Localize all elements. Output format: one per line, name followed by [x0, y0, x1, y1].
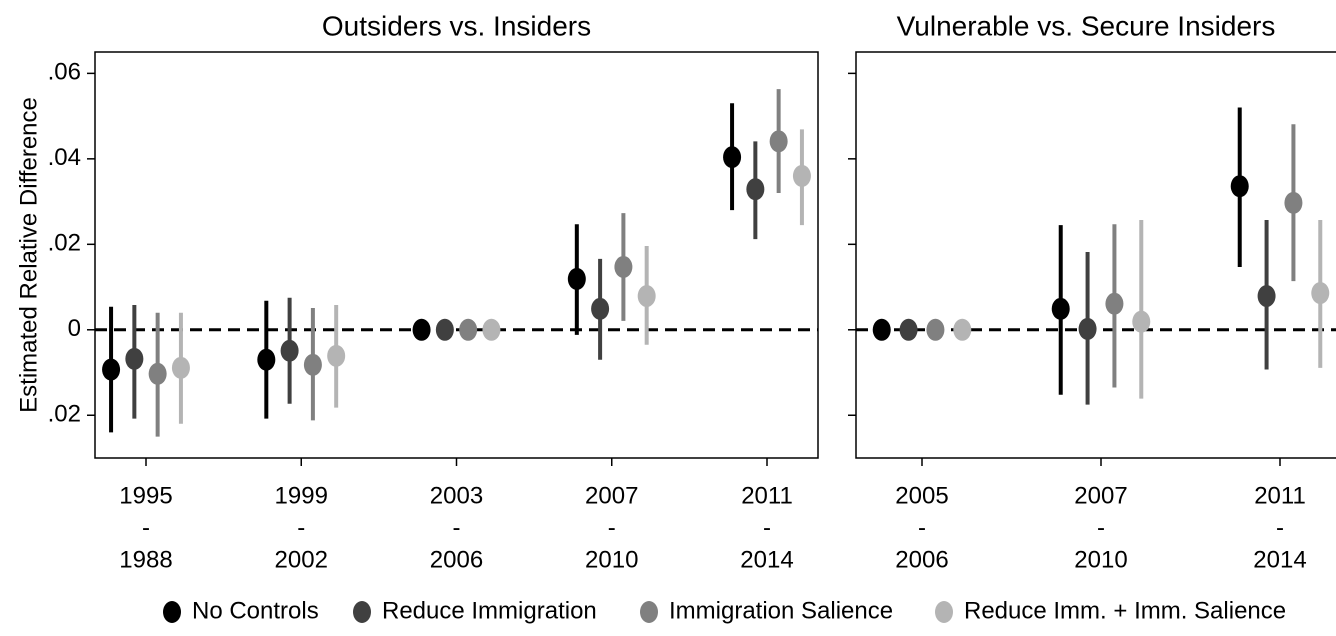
point — [637, 285, 656, 308]
x-tick-label: 2014 — [740, 546, 793, 573]
point — [171, 356, 190, 379]
point — [792, 164, 811, 187]
point — [102, 358, 121, 381]
point — [459, 318, 478, 341]
point — [125, 347, 144, 370]
plot-frame — [94, 51, 819, 459]
point — [327, 344, 346, 367]
point — [926, 318, 945, 341]
y-tick-label: .06 — [48, 59, 81, 86]
y-tick-label: .02 — [48, 401, 81, 428]
x-tick-label: - — [453, 514, 461, 541]
point — [769, 130, 788, 153]
point — [953, 318, 972, 341]
x-tick-label: 2006 — [895, 546, 948, 573]
point — [1051, 297, 1070, 320]
legend-marker — [353, 601, 371, 623]
panel-title: Outsiders vs. Insiders — [322, 10, 591, 41]
point — [746, 178, 765, 201]
x-tick-label: - — [1097, 514, 1105, 541]
y-tick-label: 0 — [68, 315, 81, 342]
x-tick-label: 2010 — [585, 546, 638, 573]
x-tick-label: 1995 — [119, 482, 172, 509]
point — [435, 318, 454, 341]
x-tick-label: 2007 — [1074, 482, 1127, 509]
point — [303, 353, 322, 376]
x-tick-label: 1988 — [119, 546, 172, 573]
point — [614, 255, 633, 278]
point — [899, 318, 918, 341]
point — [148, 362, 167, 385]
point — [412, 318, 431, 341]
y-tick-label: .04 — [48, 144, 81, 171]
x-tick-label: - — [297, 514, 305, 541]
plot-frame — [855, 51, 1336, 459]
x-tick-label: 2014 — [1253, 546, 1306, 573]
legend-label: Reduce Immigration — [382, 597, 597, 624]
x-tick-label: 1999 — [275, 482, 328, 509]
point — [1311, 282, 1330, 305]
point — [1078, 317, 1097, 340]
point — [591, 297, 610, 320]
point — [872, 318, 891, 341]
y-axis-label: Estimated Relative Difference — [15, 97, 42, 413]
panel-title: Vulnerable vs. Secure Insiders — [897, 10, 1276, 41]
legend-marker — [935, 601, 953, 623]
x-tick-label: 2005 — [895, 482, 948, 509]
x-tick-label: 2006 — [430, 546, 483, 573]
legend-label: Immigration Salience — [669, 597, 893, 624]
legend-label: Reduce Imm. + Imm. Salience — [964, 597, 1286, 624]
legend-marker — [640, 601, 658, 623]
point — [723, 146, 742, 169]
point — [280, 339, 299, 362]
point — [1257, 285, 1276, 308]
point — [257, 348, 276, 371]
point — [1230, 175, 1249, 198]
x-tick-label: - — [142, 514, 150, 541]
point — [1105, 292, 1124, 315]
x-tick-label: 2011 — [741, 482, 793, 509]
x-tick-label: - — [608, 514, 616, 541]
x-tick-label: - — [918, 514, 926, 541]
legend-marker — [163, 601, 181, 623]
x-tick-label: 2011 — [1254, 482, 1306, 509]
x-tick-label: - — [1276, 514, 1284, 541]
x-tick-label: 2002 — [275, 546, 328, 573]
x-tick-label: 2007 — [585, 482, 638, 509]
x-tick-label: 2003 — [430, 482, 483, 509]
point — [567, 267, 586, 290]
y-tick-label: .02 — [48, 230, 81, 257]
point — [1284, 191, 1303, 214]
point — [1132, 310, 1151, 333]
legend-label: No Controls — [192, 597, 319, 624]
x-tick-label: 2010 — [1074, 546, 1127, 573]
point — [482, 318, 501, 341]
x-tick-label: - — [763, 514, 771, 541]
